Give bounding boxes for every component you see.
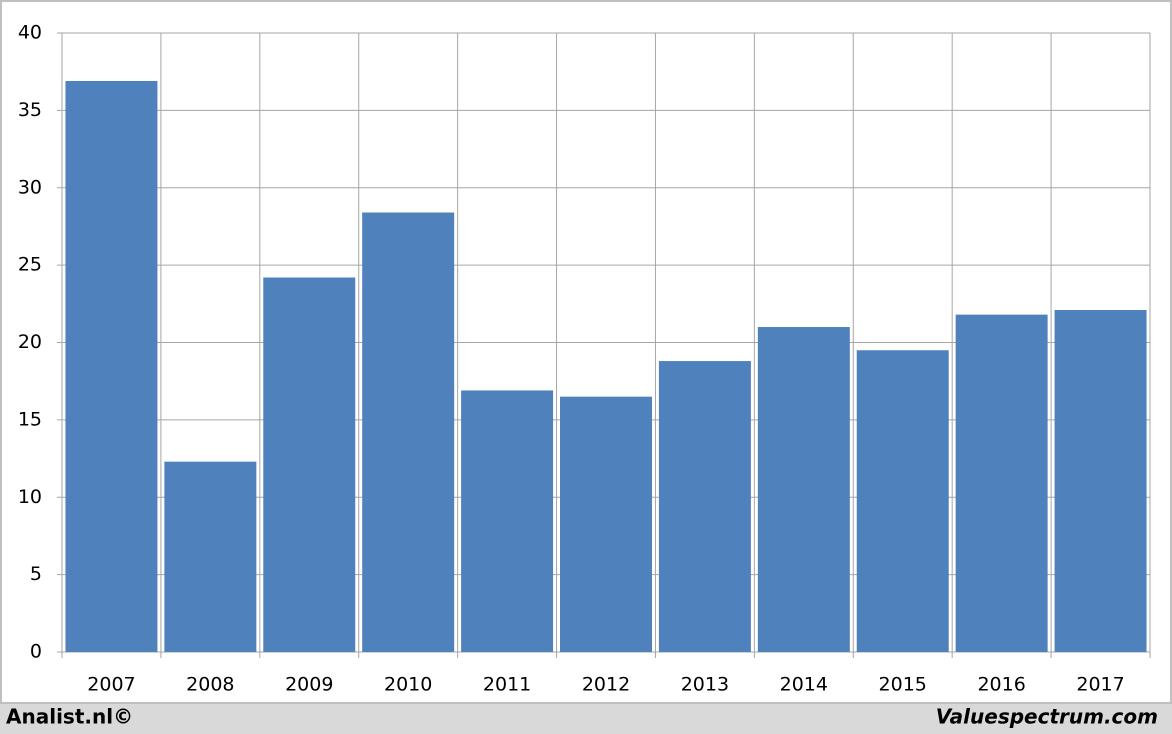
- x-tick-label: 2016: [977, 674, 1025, 696]
- bar: [263, 277, 356, 652]
- y-tick-label: 30: [18, 176, 42, 198]
- y-tick-label: 20: [18, 331, 42, 353]
- footer-bar: [0, 704, 1172, 734]
- bar: [658, 361, 751, 652]
- bar: [65, 80, 158, 652]
- bar: [955, 314, 1048, 652]
- footer-right: Valuespectrum.com: [936, 705, 1158, 729]
- y-tick-label: 0: [30, 641, 42, 663]
- x-tick-label: 2008: [186, 674, 234, 696]
- bar: [560, 396, 652, 652]
- x-tick-label: 2011: [483, 674, 531, 696]
- y-tick-label: 15: [18, 408, 42, 430]
- bar: [461, 390, 554, 652]
- x-tick-label: 2017: [1076, 674, 1124, 696]
- bar: [164, 461, 257, 652]
- y-tick-label: 5: [30, 563, 42, 585]
- x-tick-label: 2012: [582, 674, 630, 696]
- x-tick-label: 2010: [384, 674, 432, 696]
- x-tick-label: 2009: [285, 674, 333, 696]
- y-tick-label: 25: [18, 254, 42, 276]
- x-tick-label: 2013: [681, 674, 729, 696]
- y-tick-label: 40: [18, 22, 42, 44]
- bar: [856, 350, 949, 652]
- y-tick-label: 35: [18, 99, 42, 121]
- bar: [362, 212, 455, 652]
- bar: [757, 327, 850, 652]
- x-tick-label: 2014: [780, 674, 828, 696]
- footer-left: Analist.nl©: [6, 705, 133, 729]
- bar: [1054, 310, 1147, 652]
- y-tick-label: 10: [18, 486, 42, 508]
- x-tick-label: 2007: [87, 674, 135, 696]
- x-tick-label: 2015: [879, 674, 927, 696]
